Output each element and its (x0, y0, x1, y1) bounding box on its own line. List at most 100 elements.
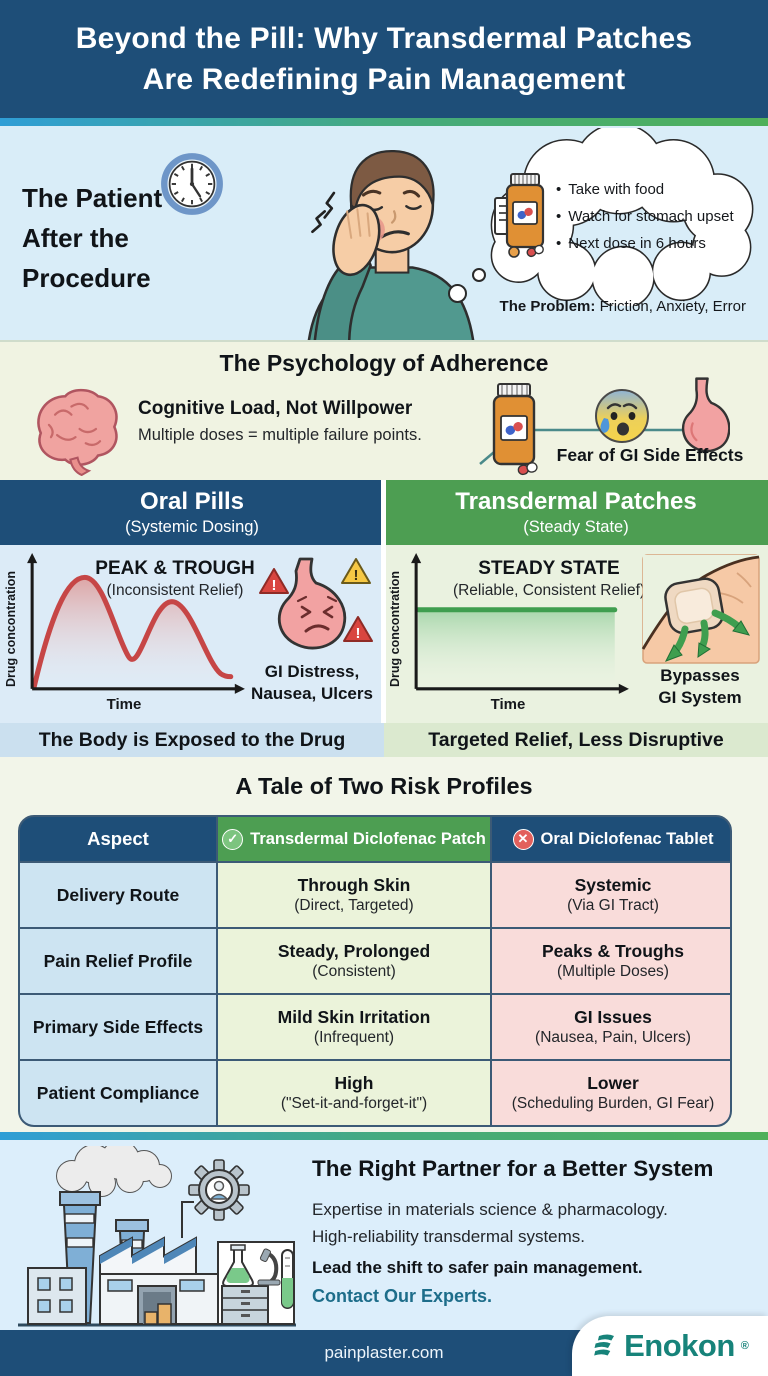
patches-panel: Drug concontration STEADY STATE (Reliabl… (384, 545, 768, 723)
oral-pills-title: Oral Pills (139, 487, 245, 515)
oral-pills-header: Oral Pills (Systemic Dosing) (0, 480, 384, 545)
x-axis-label: Time (106, 696, 142, 713)
table-cell: GI Issues (Nausea, Pain, Ulcers) (492, 995, 730, 1059)
fear-caption: Fear of GI Side Effects (556, 445, 744, 465)
page-title: Beyond the Pill: Why Transdermal Patches… (75, 22, 693, 96)
patient-section-heading: The Patient After the Procedure (22, 183, 163, 293)
psychology-title: The Psychology of Adherence (219, 350, 549, 376)
chart-title: PEAK & TROUGH (95, 558, 255, 579)
list-item: • Next dose in 6 hours (556, 230, 756, 257)
table-cell: Steady, Prolonged (Consistent) (218, 929, 490, 993)
warning-triangle-icon: ! (343, 616, 373, 642)
thought-trail-bubble (472, 268, 486, 282)
partner-section: The Right Partner for a Better System Ex… (0, 1140, 768, 1330)
chart-title: STEADY STATE (478, 558, 620, 579)
oral-pills-panel: Drug concontration PEAK & TROUGH (Incons… (0, 545, 384, 723)
chart-title-block: PEAK & TROUGH (Inconsistent Relief) (85, 557, 265, 601)
thought-bubble (490, 128, 754, 306)
shoulder-patch-icon (641, 554, 760, 664)
column-header-tablet: ✕ Oral Diclofenac Tablet (492, 817, 730, 861)
patient-illustration (307, 150, 475, 340)
risk-table: Aspect ✓ Transdermal Diclofenac Patch ✕ … (18, 815, 732, 1127)
table-cell: Peaks & Troughs (Multiple Doses) (492, 929, 730, 993)
oral-pills-footer: The Body is Exposed to the Drug (0, 723, 384, 757)
problem-statement: The Problem: Friction, Anxiety, Error (460, 298, 746, 315)
thought-bubble-list: • Take with food • Watch for stomach upset… (556, 176, 756, 257)
brand-name: Enokon (624, 1328, 735, 1363)
row-label: Primary Side Effects (20, 995, 216, 1059)
psychology-point-title: Cognitive Load, Not Willpower (138, 398, 413, 419)
header-banner: Beyond the Pill: Why Transdermal Patches… (0, 0, 768, 118)
partner-body: Expertise in materials science & pharmac… (312, 1200, 668, 1246)
factory-illustration (18, 1146, 296, 1327)
warning-triangle-icon: ! (341, 558, 371, 584)
flask-icon (222, 1244, 254, 1287)
clock-icon (161, 153, 223, 215)
psychology-section: The Psychology of Adherence Cognitive Lo… (0, 340, 768, 480)
contact-experts-link[interactable]: Contact Our Experts. (312, 1286, 493, 1306)
x-circle-icon: ✕ (512, 828, 534, 850)
svg-text:!: ! (354, 567, 359, 584)
brain-icon (37, 388, 118, 476)
brand-logo-panel: Enokon ® (572, 1316, 768, 1376)
stomach-icon (681, 377, 730, 453)
registered-mark: ® (740, 1340, 749, 1352)
steady-state-chart (411, 553, 629, 694)
problem-label: The Problem: (499, 298, 596, 315)
bullet-icon: • (556, 208, 562, 225)
table-cell: Systemic (Via GI Tract) (492, 863, 730, 927)
pain-zigzag-icon (311, 210, 327, 234)
risk-table-section: A Tale of Two Risk Profiles Aspect ✓ Tra… (0, 757, 768, 1132)
patches-title: Transdermal Patches (455, 487, 697, 515)
tear-icon (600, 418, 610, 433)
gear-icon (188, 1159, 250, 1221)
warning-triangle-icon: ! (259, 568, 289, 594)
table-cell: Lower (Scheduling Burden, GI Fear) (492, 1061, 730, 1125)
pain-zigzag-icon (323, 191, 336, 219)
partner-title: The Right Partner for a Better System (312, 1156, 714, 1181)
svg-text:!: ! (356, 625, 361, 642)
enokon-logo-icon (594, 1334, 615, 1356)
website-url: painplaster.com (324, 1343, 444, 1362)
problem-text: Friction, Anxiety, Error (599, 298, 746, 315)
list-item: • Watch for stomach upset (556, 203, 756, 230)
y-axis-label: Drug concontration (4, 571, 18, 687)
check-circle-icon: ✓ (222, 828, 244, 850)
bullet-icon: • (556, 181, 562, 198)
column-header-aspect: Aspect (20, 817, 216, 861)
x-axis-label: Time (490, 696, 526, 713)
psychology-point-sub: Multiple doses = multiple failure points… (138, 426, 422, 444)
peak-trough-chart (27, 553, 245, 694)
microscope-icon (257, 1248, 281, 1286)
gi-distress-icon: ! ! ! (259, 557, 373, 650)
pill-bottle-icon (494, 173, 545, 258)
patches-subtitle: (Steady State) (523, 517, 629, 536)
chart-subtitle: (Inconsistent Relief) (106, 582, 244, 599)
chart-title-block: STEADY STATE (Reliable, Consistent Relie… (434, 557, 664, 601)
panel-divider (381, 480, 386, 757)
anxious-face-icon (595, 389, 649, 443)
row-label: Pain Relief Profile (20, 929, 216, 993)
column-header-patch: ✓ Transdermal Diclofenac Patch (218, 817, 490, 861)
cta-lead: Lead the shift to safer pain management. (312, 1258, 643, 1277)
test-tube-icon (281, 1249, 294, 1309)
patches-header: Transdermal Patches (Steady State) (384, 480, 768, 545)
chart-subtitle: (Reliable, Consistent Relief) (452, 582, 646, 599)
person-avatar-icon (213, 1180, 225, 1192)
gradient-divider-bottom (0, 1132, 768, 1140)
table-cell: Through Skin (Direct, Targeted) (218, 863, 490, 927)
patches-footer: Targeted Relief, Less Disruptive (384, 723, 768, 757)
row-label: Patient Compliance (20, 1061, 216, 1125)
bypasses-caption: Bypasses GI System (658, 666, 742, 707)
table-cell: Mild Skin Irritation (Infrequent) (218, 995, 490, 1059)
risk-table-title: A Tale of Two Risk Profiles (235, 773, 533, 799)
absorption-arrows-icon (664, 609, 751, 662)
patient-section: The Patient After the Procedure (0, 126, 768, 340)
row-label: Delivery Route (20, 863, 216, 927)
oral-pills-subtitle: (Systemic Dosing) (125, 517, 259, 536)
gi-distress-caption: GI Distress, Nausea, Ulcers (251, 662, 373, 703)
thought-trail-bubble (448, 284, 467, 303)
svg-text:!: ! (272, 577, 277, 594)
list-item: • Take with food (556, 176, 756, 203)
